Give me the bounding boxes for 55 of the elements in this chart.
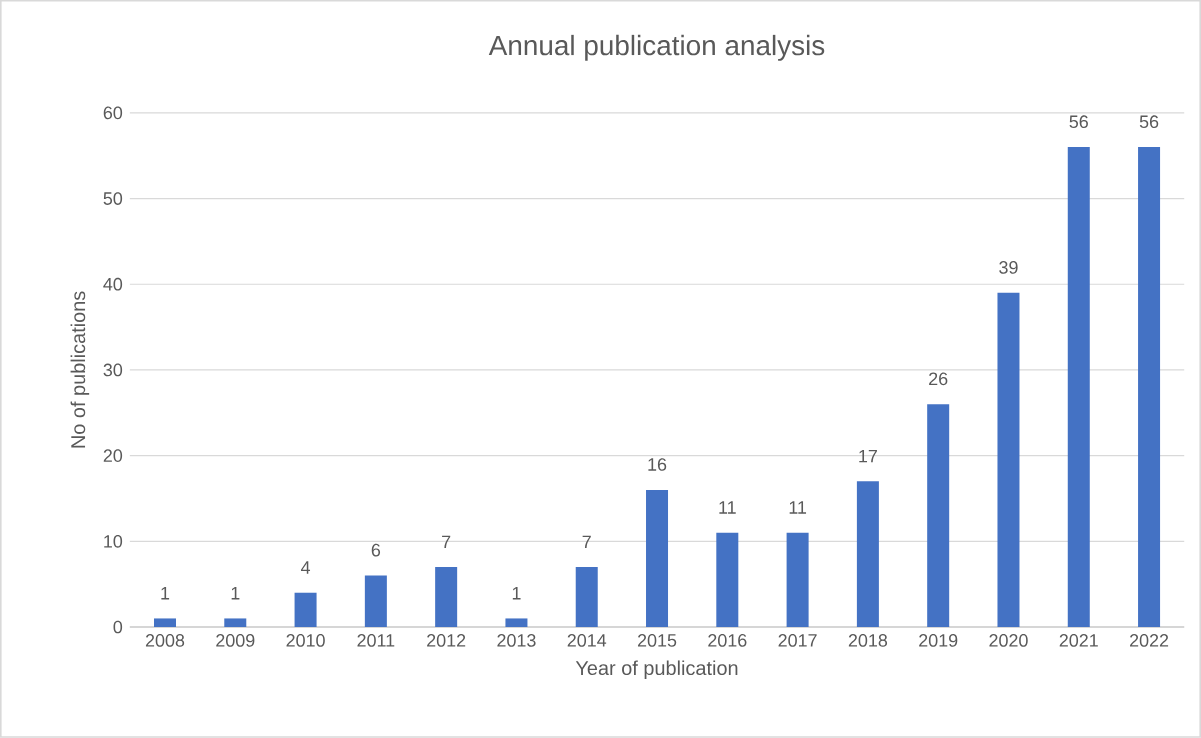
bar (435, 567, 458, 628)
y-tick-label: 30 (103, 363, 123, 377)
x-tick-label: 2009 (216, 634, 255, 647)
y-tick-label: 0 (113, 620, 123, 634)
x-tick-label: 2012 (427, 634, 466, 647)
data-label: 7 (582, 535, 591, 549)
x-tick-label: 2010 (286, 634, 325, 647)
x-tick-label: 2014 (567, 634, 607, 647)
data-label: 26 (929, 372, 948, 386)
bar (997, 292, 1020, 628)
data-label: 7 (442, 535, 451, 549)
bar (1067, 147, 1090, 628)
x-axis-title: Year of publication (575, 660, 738, 680)
y-tick-label: 40 (103, 277, 123, 291)
data-label: 1 (231, 587, 240, 600)
bar (927, 404, 950, 628)
y-tick-label: 20 (103, 449, 123, 463)
bar (786, 532, 809, 628)
bar (224, 618, 247, 628)
bar (646, 489, 669, 628)
data-label: 1 (512, 587, 521, 600)
data-label: 1 (161, 587, 170, 600)
x-tick-label: 2013 (497, 634, 536, 647)
x-tick-label: 2016 (708, 634, 747, 647)
bar (1138, 147, 1161, 628)
data-label: 11 (789, 501, 807, 514)
data-label: 4 (300, 561, 311, 574)
bar (716, 532, 739, 628)
x-tick-label: 2020 (989, 634, 1028, 647)
x-tick-label: 2021 (1059, 634, 1098, 647)
x-tick-label: 2018 (848, 634, 888, 647)
y-axis-title: No of publications (70, 291, 90, 448)
data-label: 16 (648, 458, 667, 471)
bar (856, 481, 879, 628)
y-tick-label: 60 (103, 106, 123, 120)
x-tick-label: 2022 (1130, 634, 1169, 647)
y-tick-label: 50 (103, 192, 123, 205)
data-label: 56 (1069, 115, 1088, 129)
y-tick-label: 10 (104, 535, 123, 548)
x-tick-label: 2011 (357, 634, 395, 647)
chart-title: Annual publication analysis (488, 34, 825, 61)
bar (153, 618, 176, 628)
data-label: 11 (719, 501, 736, 514)
data-label: 17 (859, 450, 877, 463)
bar (364, 575, 387, 628)
bar (294, 592, 317, 628)
x-tick-label: 2017 (778, 634, 817, 647)
x-tick-label: 2015 (637, 634, 677, 647)
x-tick-label: 2008 (145, 634, 185, 647)
bar (505, 618, 528, 628)
x-tick-label: 2019 (919, 634, 958, 647)
data-label: 56 (1139, 115, 1159, 129)
bar (575, 567, 598, 628)
data-label: 6 (371, 543, 381, 557)
data-label: 39 (999, 261, 1018, 274)
